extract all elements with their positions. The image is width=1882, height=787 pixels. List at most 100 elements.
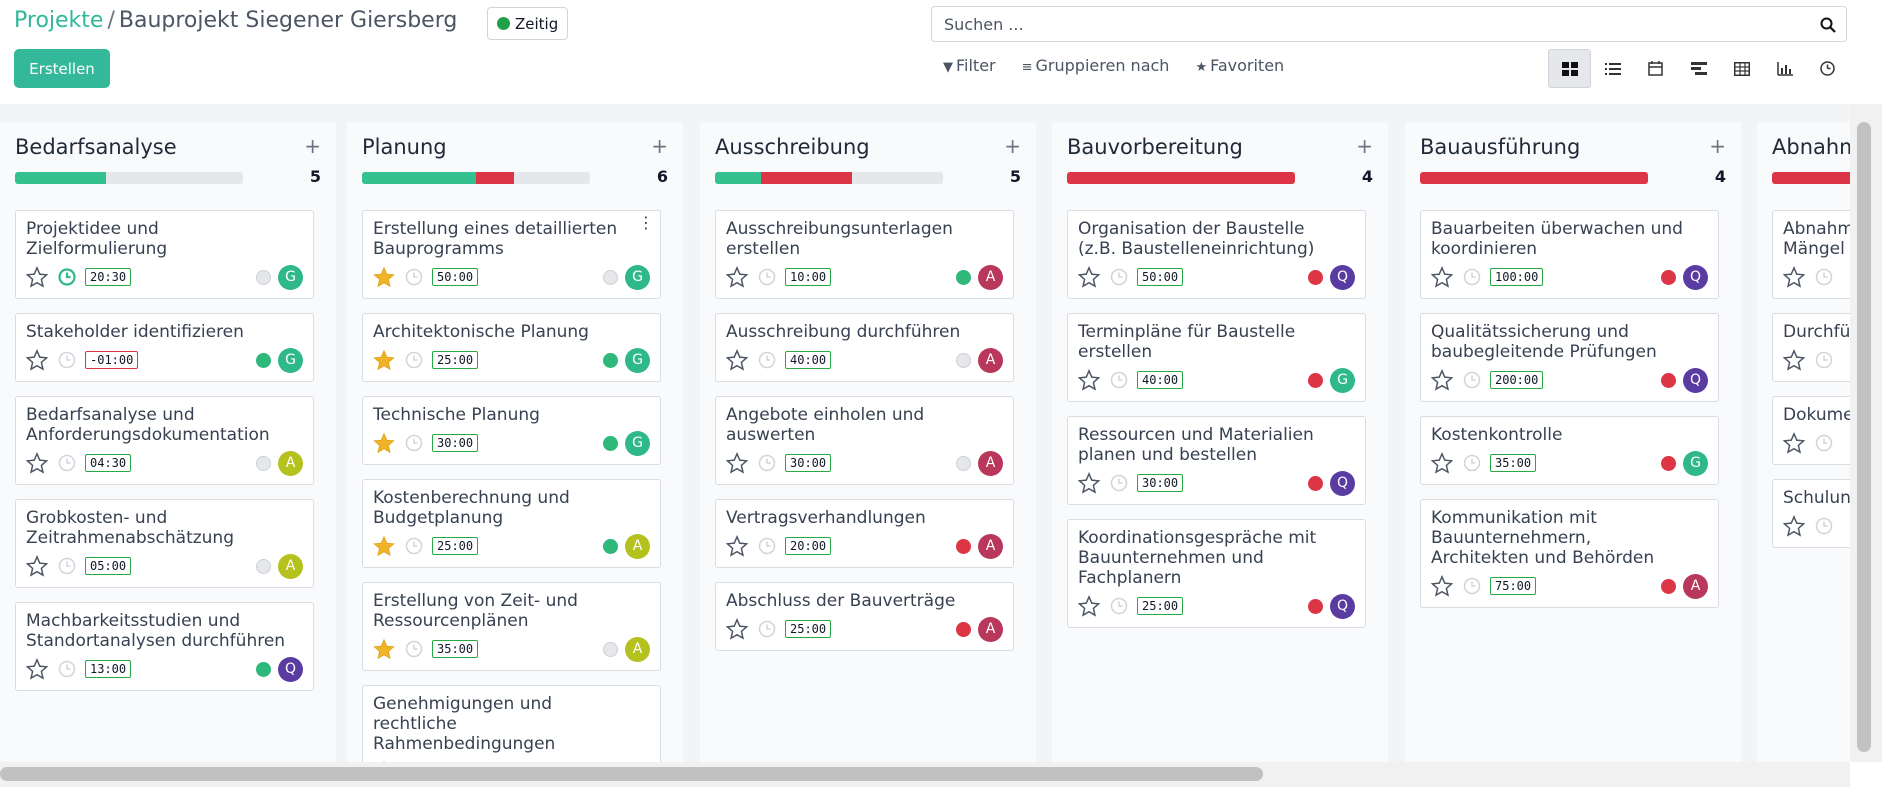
deadline-clock-icon[interactable] (1110, 474, 1128, 492)
star-filled-icon[interactable] (373, 432, 395, 454)
star-filled-icon[interactable] (373, 535, 395, 557)
star-icon[interactable] (1430, 368, 1454, 391)
task-card[interactable]: Projektidee und Zielformulierung 20:30 G (15, 210, 314, 299)
search-icon[interactable] (1820, 17, 1836, 33)
kanban-view-button[interactable] (1548, 49, 1591, 88)
assignee-avatar[interactable]: A (978, 450, 1003, 476)
deadline-clock-icon[interactable] (58, 557, 76, 575)
assignee-avatar[interactable]: A (978, 616, 1003, 642)
star-icon[interactable] (1782, 431, 1806, 454)
kanban-state-dot[interactable] (256, 269, 271, 285)
add-card-icon[interactable]: + (1004, 134, 1021, 158)
kanban-state-dot[interactable] (956, 269, 971, 285)
kanban-state-dot[interactable] (603, 641, 618, 657)
column-title[interactable]: Ausschreibung (715, 135, 870, 159)
column-title[interactable]: Bedarfsanalyse (15, 135, 177, 159)
deadline-clock-icon[interactable] (1815, 268, 1833, 286)
kanban-state-dot[interactable] (1661, 578, 1676, 594)
assignee-avatar[interactable]: G (625, 347, 650, 373)
kanban-state-dot[interactable] (256, 661, 271, 677)
column-progress-bar[interactable] (15, 172, 243, 184)
assignee-avatar[interactable]: G (1330, 367, 1355, 393)
kanban-state-dot[interactable] (956, 352, 971, 368)
progress-blocked[interactable] (1420, 172, 1648, 184)
star-icon[interactable] (1077, 265, 1101, 288)
assignee-avatar[interactable]: G (625, 264, 650, 290)
task-card[interactable]: Koordinationsgespräche mit Bauunternehme… (1067, 519, 1366, 628)
deadline-clock-icon[interactable] (58, 351, 76, 369)
column-title[interactable]: Bauausführung (1420, 135, 1581, 159)
assignee-avatar[interactable]: G (278, 264, 303, 290)
add-card-icon[interactable]: + (651, 134, 668, 158)
deadline-clock-icon[interactable] (405, 351, 423, 369)
add-card-icon[interactable]: + (304, 134, 321, 158)
deadline-clock-icon[interactable] (1463, 268, 1481, 286)
task-card[interactable]: Ausschreibung durchführen 40:00 A (715, 313, 1014, 382)
deadline-clock-icon[interactable] (758, 268, 776, 286)
kanban-state-dot[interactable] (1308, 598, 1323, 614)
task-card[interactable]: Angebote einholen und auswerten 30:00 A (715, 396, 1014, 485)
assignee-avatar[interactable]: A (278, 553, 303, 579)
deadline-clock-icon[interactable] (405, 268, 423, 286)
star-icon[interactable] (1782, 514, 1806, 537)
kanban-state-dot[interactable] (256, 558, 271, 574)
vertical-scroll-thumb[interactable] (1857, 122, 1871, 752)
assignee-avatar[interactable]: Q (278, 656, 303, 682)
kanban-state-dot[interactable] (956, 455, 971, 471)
star-icon[interactable] (1077, 594, 1101, 617)
progress-blocked[interactable] (1067, 172, 1295, 184)
gantt-view-button[interactable] (1677, 49, 1720, 88)
kanban-state-dot[interactable] (256, 352, 271, 368)
assignee-avatar[interactable]: Q (1683, 367, 1708, 393)
star-icon[interactable] (725, 451, 749, 474)
progress-blocked[interactable] (760, 172, 852, 184)
star-filled-icon[interactable] (373, 638, 395, 660)
calendar-view-button[interactable] (1634, 49, 1677, 88)
star-icon[interactable] (1077, 471, 1101, 494)
assignee-avatar[interactable]: Q (1330, 470, 1355, 496)
progress-on-track[interactable] (715, 172, 761, 184)
star-icon[interactable] (725, 534, 749, 557)
deadline-clock-icon[interactable] (758, 620, 776, 638)
deadline-clock-icon[interactable] (1815, 517, 1833, 535)
task-card[interactable]: Organisation der Baustelle (z.B. Baustel… (1067, 210, 1366, 299)
kanban-state-dot[interactable] (1661, 269, 1676, 285)
star-icon[interactable] (725, 617, 749, 640)
assignee-avatar[interactable]: A (625, 636, 650, 662)
list-view-button[interactable] (1591, 49, 1634, 88)
create-button[interactable]: Erstellen (14, 49, 110, 88)
activity-view-button[interactable] (1806, 49, 1849, 88)
deadline-clock-icon[interactable] (1463, 371, 1481, 389)
star-icon[interactable] (1782, 265, 1806, 288)
deadline-clock-icon[interactable] (758, 454, 776, 472)
assignee-avatar[interactable]: A (978, 533, 1003, 559)
star-icon[interactable] (1077, 368, 1101, 391)
task-card[interactable]: Abschluss der Bauverträge 25:00 A (715, 582, 1014, 651)
add-card-icon[interactable]: + (1356, 134, 1373, 158)
deadline-clock-icon[interactable] (405, 537, 423, 555)
column-progress-bar[interactable] (362, 172, 590, 184)
kanban-state-dot[interactable] (956, 621, 971, 637)
task-card[interactable]: Architektonische Planung 25:00 G (362, 313, 661, 382)
kanban-state-dot[interactable] (603, 269, 618, 285)
star-icon[interactable] (1782, 348, 1806, 371)
task-card[interactable]: Grobkosten- und Zeitrahmenabschätzung 05:… (15, 499, 314, 588)
vertical-scrollbar[interactable] (1850, 104, 1882, 762)
table-view-button[interactable] (1720, 49, 1763, 88)
task-card[interactable]: Bedarfsanalyse und Anforderungsdokumenta… (15, 396, 314, 485)
progress-blocked[interactable] (476, 172, 515, 184)
task-card[interactable]: Vertragsverhandlungen 20:00 A (715, 499, 1014, 568)
search-input[interactable] (944, 7, 1804, 41)
graph-view-button[interactable] (1763, 49, 1806, 88)
task-card[interactable]: Genehmigungen und rechtliche Rahmenbedin… (362, 685, 661, 762)
assignee-avatar[interactable]: A (278, 450, 303, 476)
deadline-clock-icon[interactable] (1110, 268, 1128, 286)
horizontal-scrollbar[interactable] (0, 762, 1850, 787)
favorites-menu[interactable]: ★ Favoriten (1195, 56, 1284, 75)
task-card[interactable]: Kostenkontrolle 35:00 G (1420, 416, 1719, 485)
deadline-clock-icon[interactable] (1110, 597, 1128, 615)
kanban-state-dot[interactable] (603, 538, 618, 554)
column-progress-bar[interactable] (1067, 172, 1295, 184)
kanban-state-dot[interactable] (956, 538, 971, 554)
kanban-state-dot[interactable] (1308, 475, 1323, 491)
